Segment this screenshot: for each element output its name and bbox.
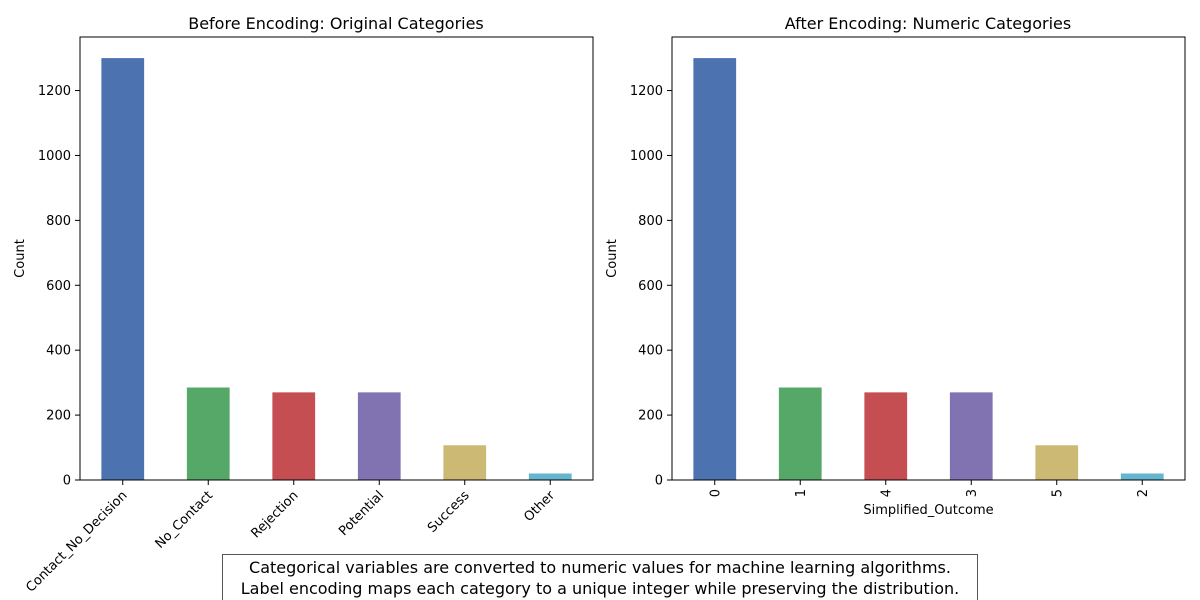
bar-no-contact <box>186 387 230 480</box>
bar-1 <box>778 387 822 480</box>
x-tick-label: 4 <box>879 489 894 497</box>
chart-title: Before Encoding: Original Categories <box>188 14 484 33</box>
bar-4 <box>864 392 908 480</box>
bar-5 <box>1035 445 1079 480</box>
bar-potential <box>357 392 401 480</box>
x-tick-label: No_Contact <box>153 488 216 551</box>
x-tick-label: 1 <box>794 489 809 497</box>
bar-3 <box>949 392 993 480</box>
chart-panel-2: 0 200 400 600 800 1000 1200 0 1 4 3 5 2 After Encodin… <box>605 14 1186 518</box>
bar-rejection <box>272 392 316 480</box>
y-tick-label: 1200 <box>630 84 663 99</box>
y-tick-label: 200 <box>638 409 663 424</box>
bar-contact-no-decision <box>101 58 145 480</box>
x-tick-label: Other <box>521 488 558 525</box>
y-tick-label: 600 <box>46 279 71 294</box>
x-tick-label: Contact_No_Decision <box>23 488 130 595</box>
bar-0 <box>693 58 737 480</box>
axes-frame <box>79 36 594 481</box>
caption-box: Categorical variables are converted to n… <box>222 554 978 600</box>
caption-line-1: Categorical variables are converted to n… <box>249 558 951 577</box>
x-tick-label: 0 <box>708 489 723 497</box>
x-tick-label: Rejection <box>248 488 301 541</box>
y-tick-label: 0 <box>655 474 663 489</box>
y-tick-label: 200 <box>46 409 71 424</box>
y-tick-label: 600 <box>638 279 663 294</box>
chart-panel-1: 0 200 400 600 800 1000 1200 Contact_No_Decision… <box>13 14 594 595</box>
y-tick-label: 400 <box>638 344 663 359</box>
x-tick-label: 3 <box>965 489 980 497</box>
bar-success <box>443 445 487 480</box>
x-tick-label: 2 <box>1136 489 1151 497</box>
x-tick-label: 5 <box>1050 489 1065 497</box>
y-tick-label: 1000 <box>38 149 71 164</box>
caption-line-2: Label encoding maps each category to a u… <box>240 579 960 598</box>
axes-frame <box>671 36 1186 481</box>
y-axis-label: Count <box>13 239 28 278</box>
y-axis-label: Count <box>605 239 620 278</box>
y-tick-label: 800 <box>638 214 663 229</box>
y-tick-label: 1000 <box>630 149 663 164</box>
y-tick-label: 800 <box>46 214 71 229</box>
y-tick-label: 0 <box>63 474 71 489</box>
y-tick-label: 1200 <box>38 84 71 99</box>
x-tick-label: Success <box>425 488 473 536</box>
x-axis-label: Simplified_Outcome <box>863 503 993 518</box>
bar-other <box>528 473 572 480</box>
chart-title: After Encoding: Numeric Categories <box>785 14 1071 33</box>
bar-2 <box>1120 473 1164 480</box>
y-tick-label: 400 <box>46 344 71 359</box>
x-tick-label: Potential <box>336 488 387 539</box>
